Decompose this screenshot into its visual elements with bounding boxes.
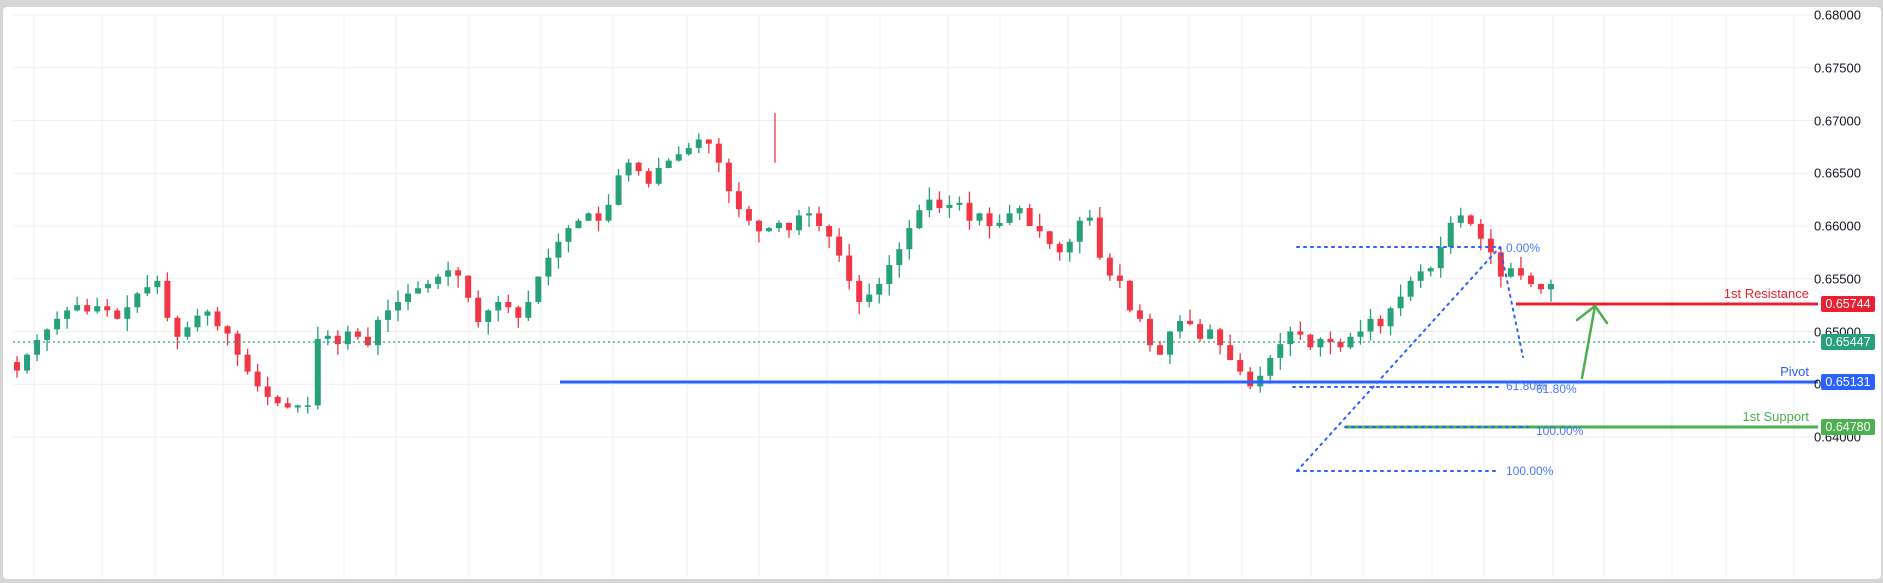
axis-tick-label: 0.68000 [1814, 7, 1861, 23]
axis-tick-label: 0.66000 [1814, 218, 1861, 234]
pivot-label: Pivot [1780, 364, 1809, 379]
resistance-label: 1st Resistance [1723, 286, 1809, 301]
price-chart[interactable] [3, 7, 1881, 579]
fib-level-label: 61.80% [1536, 382, 1577, 396]
fib-level-label: 0.00% [1506, 241, 1541, 255]
axis-tick-label: 0.66500 [1814, 165, 1861, 181]
chart-frame: 0.68000 0.67500 0.67000 0.66500 0.66000 0.655… [3, 7, 1881, 579]
pivot-price-tag: 0.65131 [1821, 374, 1875, 390]
fib-level-label: 100.00% [1536, 424, 1584, 438]
support-price-tag: 0.64780 [1821, 419, 1875, 435]
fib-level-label: 61.80% [1506, 379, 1547, 393]
current-price-tag: 0.65447 [1821, 334, 1875, 350]
fib-level-label: 100.00% [1506, 464, 1554, 478]
resistance-price-tag: 0.65744 [1821, 296, 1875, 312]
axis-tick-label: 0.65500 [1814, 271, 1861, 287]
axis-tick-label: 0.67000 [1814, 113, 1861, 128]
axis-tick-label: 0.67500 [1814, 60, 1861, 76]
support-label: 1st Support [1742, 409, 1810, 424]
